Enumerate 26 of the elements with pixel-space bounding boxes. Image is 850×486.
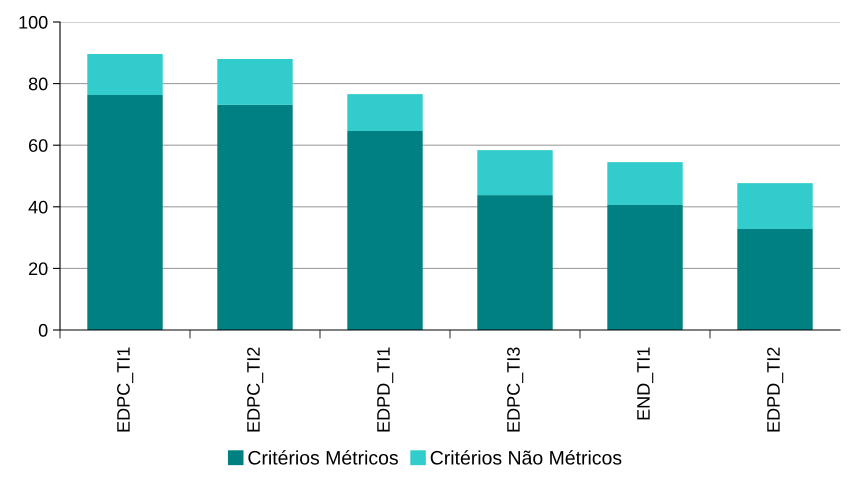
bar [737, 228, 813, 330]
x-tick-label: EDPC_TI3 [507, 347, 524, 432]
y-tick-label: 20 [29, 262, 48, 276]
bar [477, 195, 553, 330]
legend-label: Critérios Não Métricos [430, 450, 622, 465]
bar [217, 58, 293, 105]
y-tick-label: 40 [28, 200, 48, 214]
x-tick-label: EDPD_TI1 [377, 348, 394, 432]
bar [607, 162, 683, 205]
y-tick-label: 0 [38, 324, 48, 337]
legend-label: Critérios Métricos [248, 450, 398, 465]
y-tick-label: 100 [19, 16, 48, 29]
bar [477, 150, 553, 196]
bar [347, 94, 423, 132]
bar [607, 204, 683, 330]
x-tick-label: END_TI1 [637, 348, 654, 420]
x-tick-label: EDPD_TI2 [767, 348, 784, 432]
bar [737, 183, 813, 229]
y-tick-label: 60 [29, 139, 48, 152]
bar [347, 131, 423, 330]
bar [217, 104, 293, 330]
bar [87, 94, 163, 330]
x-tick-label: EDPC_TI1 [117, 348, 134, 432]
bar [87, 54, 163, 95]
y-tick-label: 80 [28, 78, 48, 90]
x-tick-label: EDPC_TI2 [247, 348, 264, 432]
